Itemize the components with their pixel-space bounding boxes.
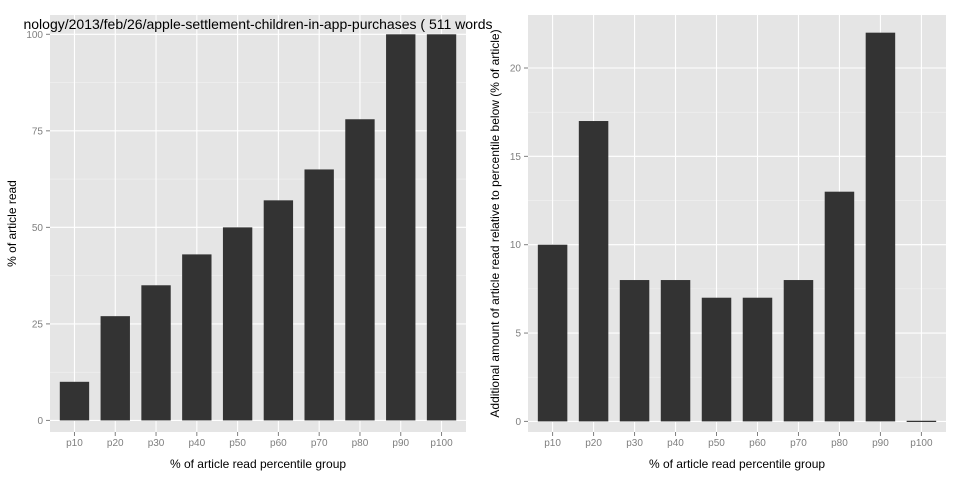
bar-p30: [141, 285, 171, 421]
x-tick-label: p100: [910, 438, 933, 449]
x-axis-title-right: % of article read percentile group: [649, 457, 825, 471]
bars-right: [537, 32, 937, 422]
x-tick-label: p40: [188, 438, 205, 449]
bar-p80: [824, 191, 855, 422]
bar-p10: [537, 244, 568, 422]
chart-title-left: nology/2013/feb/26/apple-settlement-chil…: [23, 16, 492, 32]
bar-p70: [783, 280, 814, 422]
x-tick-label: p90: [392, 438, 409, 449]
x-tick-label: p70: [790, 438, 807, 449]
bar-p40: [660, 280, 691, 422]
y-tick-label: 5: [515, 329, 521, 340]
bar-p20: [578, 121, 609, 422]
x-tick-label: p90: [872, 438, 889, 449]
bar-p30: [619, 280, 650, 422]
x-tick-label: p40: [667, 438, 684, 449]
bar-p70: [304, 169, 334, 421]
x-tick-label: p10: [544, 438, 561, 449]
x-tick-label: p30: [148, 438, 165, 449]
y-tick-label: 10: [510, 240, 522, 251]
x-tick-label: p20: [107, 438, 124, 449]
x-tick-label: p60: [270, 438, 287, 449]
y-tick-label: 0: [37, 416, 43, 427]
bar-p10: [59, 381, 90, 421]
y-tick-label: 0: [515, 417, 521, 428]
bar-p60: [263, 200, 294, 421]
bars-left: [59, 34, 457, 421]
x-tick-label: p80: [352, 438, 369, 449]
x-tick-label: p20: [585, 438, 602, 449]
x-tick-label: p10: [66, 438, 83, 449]
x-tick-label: p80: [831, 438, 848, 449]
bar-p90: [865, 32, 896, 422]
y-axis-title-right: Additional amount of article read relati…: [488, 29, 502, 417]
y-tick-label: 100: [26, 30, 43, 41]
chart-right: 0 5 10 15 20 p10 p20 p30 p40 p50 p60 p70 p80 p90 p100…: [488, 15, 946, 471]
y-tick-label: 50: [32, 223, 44, 234]
bar-p80: [345, 119, 375, 421]
y-axis-left: 0 25 50 75 100: [26, 30, 50, 427]
x-tick-label: p70: [311, 438, 328, 449]
bar-p40: [182, 254, 212, 421]
y-axis-title-left: % of article read: [5, 180, 19, 267]
bar-p60: [742, 297, 773, 422]
x-tick-label: p50: [229, 438, 246, 449]
x-tick-label: p100: [430, 438, 453, 449]
bar-p100: [426, 34, 457, 421]
bar-p20: [100, 316, 130, 421]
bar-p50: [222, 227, 253, 421]
bar-p50: [701, 297, 732, 422]
y-tick-label: 25: [32, 319, 44, 330]
x-axis-left: p10 p20 p30 p40 p50 p60 p70 p80 p90 p100: [66, 432, 453, 449]
x-axis-title-left: % of article read percentile group: [170, 457, 346, 471]
y-tick-label: 15: [510, 152, 522, 163]
y-tick-label: 75: [32, 126, 44, 137]
x-tick-label: p30: [626, 438, 643, 449]
x-axis-right: p10 p20 p30 p40 p50 p60 p70 p80 p90 p100: [544, 432, 933, 449]
x-tick-label: p60: [749, 438, 766, 449]
y-axis-right: 0 5 10 15 20: [510, 64, 528, 428]
bar-p90: [386, 34, 416, 421]
y-tick-label: 20: [510, 64, 522, 75]
x-tick-label: p50: [708, 438, 725, 449]
